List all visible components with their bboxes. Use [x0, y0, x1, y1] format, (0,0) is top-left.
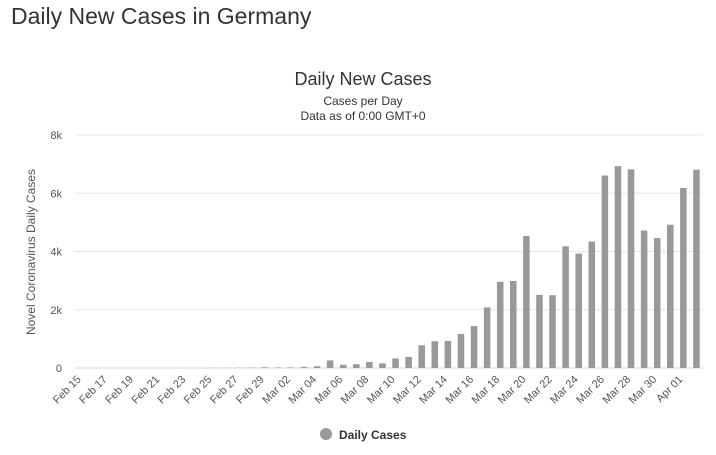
x-tick-label: Mar 18: [470, 374, 503, 407]
bar-apr-02[interactable]: [693, 169, 700, 368]
bar-mar-06[interactable]: [339, 364, 347, 368]
y-tick-label: 0: [56, 363, 62, 375]
bar-mar-10[interactable]: [392, 358, 399, 368]
x-tick-label: Mar 20: [496, 374, 529, 407]
x-tick-label: Mar 14: [417, 374, 450, 407]
bar-feb-29[interactable]: [261, 367, 268, 368]
bar-mar-12[interactable]: [418, 345, 425, 368]
bar-mar-08[interactable]: [366, 361, 373, 368]
y-tick-label: 4k: [50, 247, 62, 259]
bar-mar-20[interactable]: [523, 236, 530, 368]
bar-mar-13[interactable]: [431, 341, 439, 368]
bar-mar-25[interactable]: [588, 241, 596, 368]
bar-mar-01[interactable]: [274, 367, 282, 368]
bar-apr-01[interactable]: [680, 188, 687, 368]
bar-mar-17[interactable]: [483, 307, 491, 368]
x-tick-label: Mar 22: [522, 374, 555, 407]
bar-mar-19[interactable]: [510, 280, 517, 368]
bar-mar-22[interactable]: [549, 295, 556, 368]
x-tick-label: Feb 17: [77, 374, 110, 407]
bar-mar-21[interactable]: [536, 294, 543, 368]
x-tick-label: Mar 30: [627, 374, 660, 407]
legend[interactable]: Daily Cases: [320, 428, 407, 442]
x-tick-label: Apr 01: [654, 374, 685, 405]
legend-label[interactable]: Daily Cases: [339, 428, 407, 442]
bar-mar-11[interactable]: [405, 356, 412, 368]
bar-mar-30[interactable]: [653, 238, 661, 368]
y-axis-ticks: 0 2k 4k 6k 8k: [50, 130, 62, 375]
legend-marker: [320, 428, 332, 440]
bar-mar-03[interactable]: [300, 366, 308, 368]
chart-title: Daily New Cases: [294, 69, 431, 89]
x-tick-label: Mar 16: [443, 374, 476, 407]
x-tick-label: Feb 15: [51, 374, 84, 407]
bar-mar-29[interactable]: [640, 230, 648, 368]
bar-mar-31[interactable]: [667, 224, 674, 368]
bar-mar-16[interactable]: [470, 326, 478, 368]
x-tick-label: Feb 19: [103, 374, 136, 407]
bar-mar-27[interactable]: [614, 166, 622, 368]
bar-mar-15[interactable]: [457, 333, 465, 368]
x-tick-label: Mar 08: [339, 374, 372, 407]
bar-mar-09[interactable]: [379, 363, 386, 368]
bar-mar-28[interactable]: [627, 169, 635, 368]
bar-mar-26[interactable]: [601, 175, 609, 368]
x-tick-label: Mar 26: [574, 374, 607, 407]
x-tick-label: Mar 28: [600, 374, 633, 407]
page-title: Daily New Cases in Germany: [11, 3, 312, 29]
bar-mar-07[interactable]: [353, 364, 360, 368]
x-tick-label: Mar 02: [260, 374, 293, 407]
x-tick-label: Feb 27: [208, 374, 241, 407]
bar-mar-23[interactable]: [562, 246, 569, 368]
chart-subtitle-2: Data as of 0:00 GMT+0: [300, 109, 425, 123]
bars: [209, 166, 700, 368]
x-tick-label: Mar 06: [313, 374, 346, 407]
x-tick-label: Mar 04: [286, 374, 319, 407]
bar-mar-02[interactable]: [287, 367, 295, 368]
x-tick-label: Mar 24: [548, 374, 581, 407]
x-tick-label: Feb 29: [234, 374, 267, 407]
bar-mar-18[interactable]: [496, 281, 504, 368]
bar-mar-14[interactable]: [444, 340, 452, 368]
bar-mar-04[interactable]: [313, 366, 321, 368]
x-tick-label: Mar 12: [391, 374, 424, 407]
x-tick-label: Feb 21: [129, 374, 162, 407]
y-tick-label: 8k: [50, 130, 62, 142]
bar-mar-24[interactable]: [575, 253, 582, 368]
x-tick-label: Mar 10: [365, 374, 398, 407]
chart-subtitle: Cases per Day: [323, 94, 402, 108]
x-tick-label: Feb 23: [156, 374, 189, 407]
bar-mar-05[interactable]: [326, 360, 334, 368]
y-tick-label: 2k: [50, 305, 62, 317]
y-tick-label: 6k: [50, 188, 62, 200]
grid-lines: [75, 134, 703, 369]
y-axis-label: Novel Coronavirus Daily Cases: [24, 169, 38, 335]
x-tick-label: Feb 25: [182, 374, 215, 407]
